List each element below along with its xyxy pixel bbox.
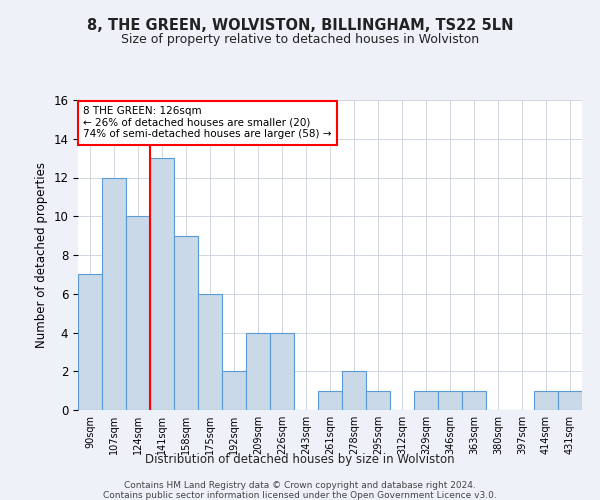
- Bar: [174, 236, 198, 410]
- Bar: [342, 371, 366, 410]
- Bar: [534, 390, 558, 410]
- Bar: [558, 390, 582, 410]
- Bar: [318, 390, 342, 410]
- Text: 8 THE GREEN: 126sqm
← 26% of detached houses are smaller (20)
74% of semi-detach: 8 THE GREEN: 126sqm ← 26% of detached ho…: [83, 106, 332, 140]
- Text: Size of property relative to detached houses in Wolviston: Size of property relative to detached ho…: [121, 32, 479, 46]
- Bar: [366, 390, 390, 410]
- Bar: [198, 294, 222, 410]
- Bar: [414, 390, 438, 410]
- Text: Contains HM Land Registry data © Crown copyright and database right 2024.: Contains HM Land Registry data © Crown c…: [124, 481, 476, 490]
- Text: Contains public sector information licensed under the Open Government Licence v3: Contains public sector information licen…: [103, 491, 497, 500]
- Bar: [78, 274, 102, 410]
- Y-axis label: Number of detached properties: Number of detached properties: [35, 162, 48, 348]
- Bar: [438, 390, 462, 410]
- Text: Distribution of detached houses by size in Wolviston: Distribution of detached houses by size …: [145, 452, 455, 466]
- Bar: [270, 332, 294, 410]
- Bar: [222, 371, 246, 410]
- Text: 8, THE GREEN, WOLVISTON, BILLINGHAM, TS22 5LN: 8, THE GREEN, WOLVISTON, BILLINGHAM, TS2…: [87, 18, 513, 32]
- Bar: [150, 158, 174, 410]
- Bar: [126, 216, 150, 410]
- Bar: [462, 390, 486, 410]
- Bar: [102, 178, 126, 410]
- Bar: [246, 332, 270, 410]
